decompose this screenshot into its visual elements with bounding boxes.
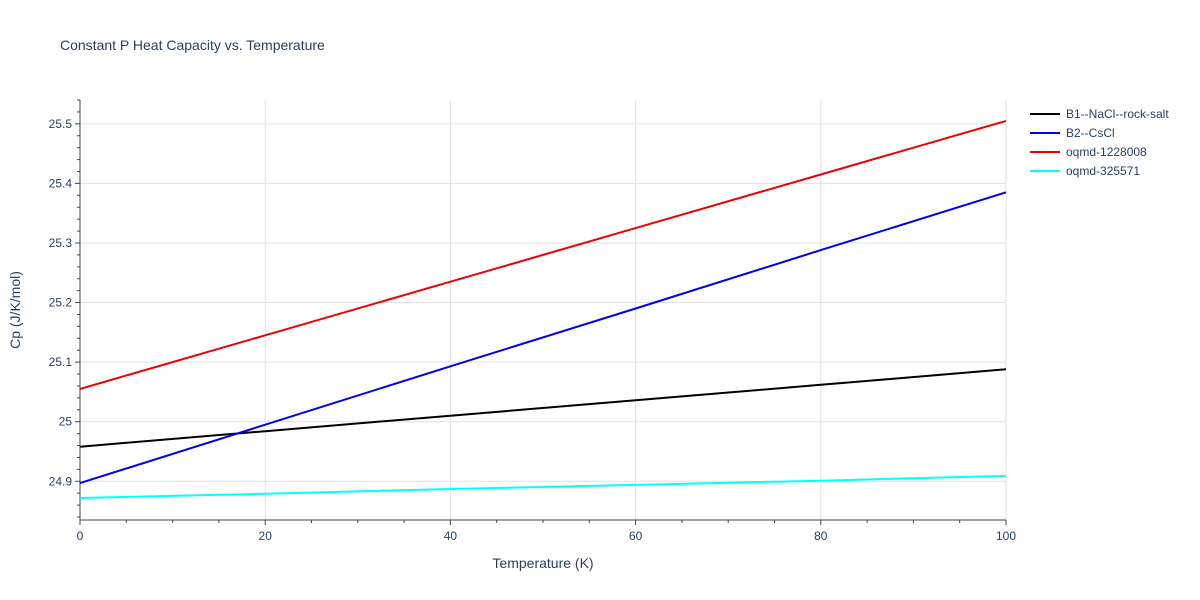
y-tick-label: 25.2: [49, 296, 73, 310]
y-tick-label: 25: [59, 415, 73, 429]
chart-title: Constant P Heat Capacity vs. Temperature: [60, 37, 325, 53]
series-line: [79, 119, 1007, 390]
y-tick-label: 25.3: [49, 236, 73, 250]
x-tick-label: 60: [629, 529, 643, 543]
y-axis-title: Cp (J/K/mol): [7, 271, 23, 349]
x-tick-label: 0: [77, 529, 84, 543]
series-line: [79, 368, 1007, 448]
x-axis-title: Temperature (K): [492, 555, 593, 571]
series-line: [79, 474, 1007, 499]
grid-layer: [80, 100, 1007, 520]
legend-label: oqmd-325571: [1066, 164, 1140, 178]
legend-item[interactable]: oqmd-1228008: [1030, 145, 1147, 159]
x-tick-label: 80: [814, 529, 828, 543]
x-tick-label: 100: [996, 529, 1016, 543]
legend-label: oqmd-1228008: [1066, 145, 1147, 159]
y-tick-label: 24.9: [49, 474, 73, 488]
legend-label: B2--CsCl: [1066, 126, 1115, 140]
y-tick-label: 25.5: [49, 117, 73, 131]
series-line: [79, 191, 1007, 485]
legend[interactable]: B1--NaCl--rock-salt B2--CsCl oqmd-1228008 o…: [1030, 107, 1169, 178]
y-tick-label: 25.1: [49, 355, 73, 369]
axes-layer: 0 20 40 60 80 100 24.9 25 25.1 25.2 25.3 25.4 25.5: [49, 99, 1016, 543]
y-tick-label: 25.4: [49, 176, 73, 190]
legend-item[interactable]: oqmd-325571: [1030, 164, 1140, 178]
series-layer: [79, 119, 1007, 499]
x-tick-label: 20: [259, 529, 273, 543]
x-tick-label: 40: [444, 529, 458, 543]
legend-label: B1--NaCl--rock-salt: [1066, 107, 1169, 121]
legend-item[interactable]: B1--NaCl--rock-salt: [1030, 107, 1169, 121]
legend-item[interactable]: B2--CsCl: [1030, 126, 1115, 140]
